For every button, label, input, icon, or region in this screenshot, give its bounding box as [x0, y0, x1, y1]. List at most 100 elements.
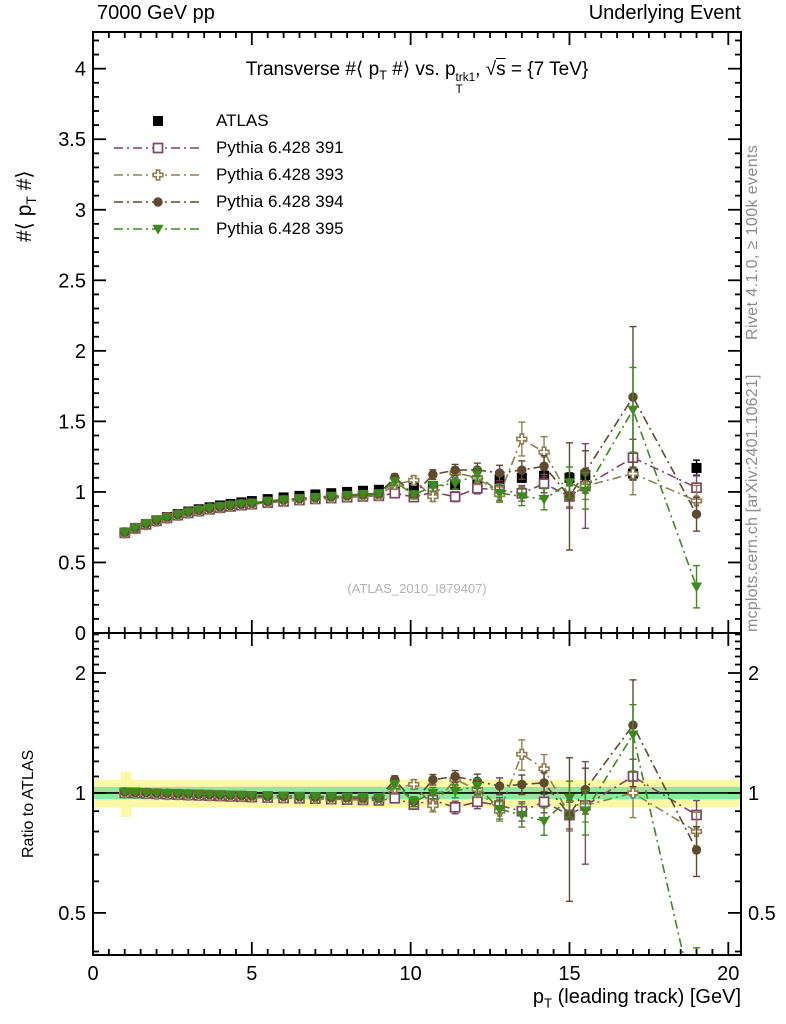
data-point-pythia-395: [182, 789, 194, 800]
data-point-pythia-395: [691, 1009, 702, 1019]
legend-label: Pythia 6.428 391: [216, 137, 344, 157]
data-point-atlas: [408, 482, 419, 493]
data-point-pythia-395: [277, 791, 290, 802]
data-point-pythia-395: [172, 510, 184, 520]
data-point-pythia-395: [449, 479, 461, 489]
data-point-pythia-395: [493, 488, 506, 499]
legend-marker-sample: [153, 115, 163, 126]
data-point-pythia-395: [516, 492, 528, 503]
data-point-pythia-395: [214, 790, 226, 800]
legend-label: Pythia 6.428 393: [216, 164, 344, 184]
data-point-pythia-395: [427, 788, 439, 799]
data-point-pythia-395: [235, 499, 247, 510]
data-point-pythia-395: [129, 788, 141, 798]
legend-label: Pythia 6.428 395: [216, 218, 344, 238]
y-axis-label-ratio: Ratio to ATLAS: [20, 749, 37, 858]
data-point-pythia-393: [538, 446, 550, 458]
data-point-pythia-393: [627, 467, 639, 480]
data-point-pythia-395: [579, 806, 591, 817]
data-point-pythia-395: [246, 498, 258, 509]
data-point-pythia-394: [494, 781, 505, 791]
ratio-panel-data: [119, 679, 703, 1019]
data-point-pythia-395: [214, 502, 226, 513]
legend-marker-sample: [114, 142, 202, 153]
data-point-pythia-395: [563, 478, 576, 489]
data-point-pythia-395: [389, 477, 401, 488]
tick-label: 0: [87, 963, 98, 985]
data-point-pythia-395: [277, 495, 290, 506]
data-point-pythia-395: [373, 489, 385, 499]
legend-item-pythia-391: Pythia 6.428 391: [112, 134, 344, 161]
data-point-pythia-395: [161, 512, 173, 523]
data-point-pythia-391: [152, 142, 164, 153]
data-point-pythia-394: [539, 461, 549, 471]
data-point-pythia-394: [539, 778, 549, 788]
data-point-pythia-394: [517, 465, 527, 475]
data-point-pythia-395: [119, 787, 131, 798]
tick-label: 2: [75, 341, 86, 363]
x-axis-label: pT (leading track) [GeV]: [532, 986, 741, 1011]
data-point-pythia-393: [427, 799, 439, 812]
data-point-pythia-393: [627, 787, 639, 799]
legend-item-pythia-393: Pythia 6.428 393: [112, 161, 344, 188]
legend-label: Pythia 6.428 394: [216, 191, 344, 211]
data-point-pythia-395: [516, 810, 528, 821]
data-point-pythia-395: [373, 793, 385, 803]
data-point-pythia-395: [150, 788, 163, 799]
data-point-pythia-395: [471, 470, 483, 481]
tick-label: 2.5: [58, 270, 86, 292]
data-point-pythia-395: [627, 730, 639, 741]
legend-item-pythia-394: Pythia 6.428 394: [112, 188, 344, 215]
data-point-pythia-395: [357, 489, 369, 500]
data-point-pythia-395: [224, 790, 237, 801]
data-point-pythia-394: [428, 469, 438, 480]
tick-label: 3.5: [58, 129, 86, 151]
mcplots-attribution: mcplots.cern.ch [arXiv:2401.10621]: [744, 374, 761, 632]
data-point-pythia-393: [408, 474, 420, 487]
beam-energy-label: 7000 GeV pp: [97, 2, 215, 24]
data-point-pythia-391: [538, 796, 550, 808]
data-point-pythia-394: [691, 509, 702, 519]
tick-label: 0.5: [748, 903, 776, 925]
data-point-pythia-395: [325, 792, 337, 803]
tick-label: 2: [748, 663, 759, 685]
data-point-pythia-395: [129, 523, 141, 534]
data-point-pythia-395: [246, 790, 258, 801]
data-point-pythia-395: [579, 486, 591, 497]
data-point-pythia-395: [325, 491, 337, 502]
data-point-pythia-395: [471, 781, 483, 792]
data-point-pythia-394: [494, 468, 505, 478]
data-point-pythia-393: [152, 168, 164, 181]
data-point-pythia-394: [450, 465, 460, 475]
tick-label: 0: [75, 623, 86, 645]
analysis-group-label: Underlying Event: [588, 2, 741, 24]
main-panel-data: [119, 325, 703, 609]
data-point-pythia-395: [172, 789, 184, 799]
data-point-pythia-395: [627, 405, 639, 416]
data-point-atlas: [153, 115, 163, 126]
data-point-pythia-395: [538, 495, 550, 505]
data-point-pythia-395: [152, 224, 164, 235]
data-point-pythia-395: [224, 500, 237, 511]
data-point-pythia-394: [450, 771, 460, 782]
legend-marker-sample: [114, 168, 202, 181]
data-point-pythia-395: [150, 515, 163, 526]
rivet-version-note: Rivet 4.1.0, ≥ 100k events: [744, 144, 761, 340]
panel-frames-and-ticks: [92, 31, 742, 956]
tick-label: 1: [75, 482, 86, 504]
data-point-pythia-395: [690, 582, 703, 593]
data-point-pythia-395: [161, 788, 173, 799]
data-point-pythia-395: [293, 791, 306, 802]
data-point-pythia-395: [341, 792, 353, 803]
data-point-pythia-395: [193, 505, 205, 516]
data-point-pythia-395: [203, 789, 216, 800]
tick-label: 0.5: [58, 903, 86, 925]
data-point-pythia-395: [309, 792, 321, 802]
data-point-pythia-393: [427, 490, 439, 503]
data-point-pythia-393: [408, 778, 420, 791]
data-point-pythia-391: [389, 792, 401, 804]
legend: ATLAS Pythia 6.428 391 Pythia 6.428 393 Pyt…: [112, 107, 344, 242]
data-point-pythia-391: [449, 491, 461, 503]
data-point-pythia-391: [538, 478, 550, 489]
